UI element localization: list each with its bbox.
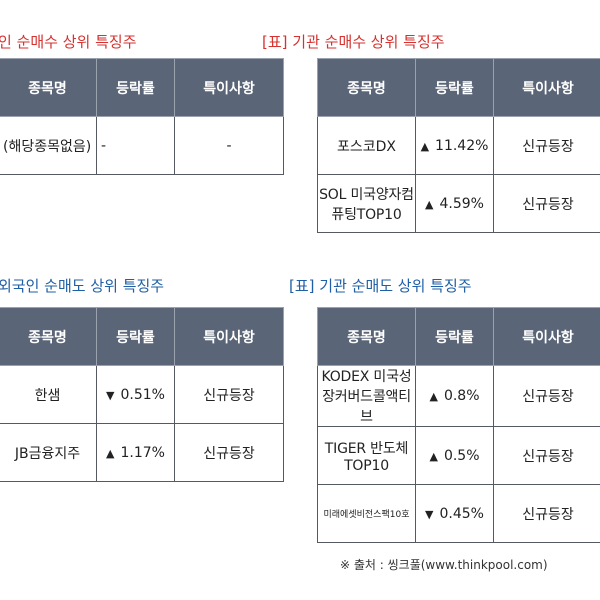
note-cell: 신규등장 xyxy=(493,365,600,427)
change-rate-cell: ▼ 0.45% xyxy=(415,484,494,543)
change-rate-value: 11.42% xyxy=(435,137,489,154)
note-cell: 신규등장 xyxy=(493,426,600,485)
down-arrow-icon: ▼ xyxy=(106,388,115,402)
table-row: 미래에셋비전스팩10호 ▼ 0.45% 신규등장 xyxy=(317,484,600,543)
down-arrow-icon: ▼ xyxy=(425,507,434,521)
stock-name-cell: 한샘 xyxy=(0,365,97,424)
change-rate-value: 4.59% xyxy=(439,195,484,212)
header-stock-name: 종목명 xyxy=(317,307,416,366)
section-title-foreign-net-buy: 인 순매수 상위 특징주 xyxy=(0,33,137,51)
change-rate-cell: ▲ 1.17% xyxy=(96,423,175,482)
table-row: (해당종목없음) - - xyxy=(0,116,284,175)
header-note: 특이사항 xyxy=(493,58,600,117)
source-note: ※ 출처 : 씽크풀(www.thinkpool.com) xyxy=(340,558,548,572)
change-rate-value: 0.8% xyxy=(443,388,480,404)
stock-name-cell: (해당종목없음) xyxy=(0,116,97,175)
stock-name-cell: JB금융지주 xyxy=(0,423,97,482)
change-rate-cell: ▲ 11.42% xyxy=(415,116,494,175)
header-stock-name: 종목명 xyxy=(0,307,97,366)
header-stock-name: 종목명 xyxy=(317,58,416,117)
up-arrow-icon: ▲ xyxy=(420,139,430,153)
table-row: TIGER 반도체TOP10 ▲ 0.5% 신규등장 xyxy=(317,426,600,485)
change-rate-value: 0.5% xyxy=(443,447,480,464)
header-change-rate: 등락률 xyxy=(415,58,494,117)
header-stock-name: 종목명 xyxy=(0,58,97,117)
table-row: SOL 미국양자컴퓨팅TOP10 ▲ 4.59% 신규등장 xyxy=(317,174,600,233)
note-cell: - xyxy=(174,116,284,175)
header-note: 특이사항 xyxy=(174,58,284,117)
header-note: 특이사항 xyxy=(174,307,284,366)
stock-name-cell: 미래에셋비전스팩10호 xyxy=(317,484,416,543)
header-change-rate: 등락률 xyxy=(96,58,175,117)
table-row: 한샘 ▼ 0.51% 신규등장 xyxy=(0,365,284,424)
change-rate-value: 0.45% xyxy=(439,505,484,522)
stock-name-cell: 포스코DX xyxy=(317,116,416,175)
change-rate-cell: ▲ 0.5% xyxy=(415,426,494,485)
change-rate-cell: ▲ 4.59% xyxy=(415,174,494,233)
stock-name-cell: KODEX 미국성장커버드콜액티브 xyxy=(317,365,416,427)
table-header-row: 종목명 등락률 특이사항 xyxy=(0,307,284,366)
stock-name-cell: SOL 미국양자컴퓨팅TOP10 xyxy=(317,174,416,233)
table-row: KODEX 미국성장커버드콜액티브 ▲ 0.8% 신규등장 xyxy=(317,365,600,427)
change-rate-cell: ▲ 0.8% xyxy=(415,365,494,427)
institution-net-sell-table: 종목명 등락률 특이사항 KODEX 미국성장커버드콜액티브 ▲ 0.8% 신규등… xyxy=(317,307,600,543)
stock-name-cell: TIGER 반도체TOP10 xyxy=(317,426,416,485)
up-arrow-icon: ▲ xyxy=(106,446,115,460)
foreign-net-buy-table: 종목명 등락률 특이사항 (해당종목없음) - - xyxy=(0,58,284,175)
change-rate-value: 0.51% xyxy=(120,386,165,403)
table-row: 포스코DX ▲ 11.42% 신규등장 xyxy=(317,116,600,175)
change-rate-cell: ▼ 0.51% xyxy=(96,365,175,424)
note-cell: 신규등장 xyxy=(493,116,600,175)
header-change-rate: 등락률 xyxy=(96,307,175,366)
header-change-rate: 등락률 xyxy=(415,307,494,366)
section-title-institution-net-buy: [표] 기관 순매수 상위 특징주 xyxy=(262,33,445,51)
table-row: JB금융지주 ▲ 1.17% 신규등장 xyxy=(0,423,284,482)
note-cell: 신규등장 xyxy=(174,365,284,424)
note-cell: 신규등장 xyxy=(174,423,284,482)
note-cell: 신규등장 xyxy=(493,484,600,543)
table-header-row: 종목명 등락률 특이사항 xyxy=(0,58,284,117)
foreign-net-sell-table: 종목명 등락률 특이사항 한샘 ▼ 0.51% 신규등장 JB금융지주 ▲ 1.17… xyxy=(0,307,284,482)
up-arrow-icon: ▲ xyxy=(425,197,434,211)
header-note: 특이사항 xyxy=(493,307,600,366)
change-rate-cell: - xyxy=(96,116,175,175)
up-arrow-icon: ▲ xyxy=(429,449,438,463)
section-title-foreign-net-sell: 외국인 순매도 상위 특징주 xyxy=(0,277,165,295)
change-rate-value: 1.17% xyxy=(120,444,165,461)
institution-net-buy-table: 종목명 등락률 특이사항 포스코DX ▲ 11.42% 신규등장 SOL 미국양자… xyxy=(317,58,600,233)
table-header-row: 종목명 등락률 특이사항 xyxy=(317,307,600,366)
up-arrow-icon: ▲ xyxy=(429,390,438,403)
note-cell: 신규등장 xyxy=(493,174,600,233)
section-title-institution-net-sell: [표] 기관 순매도 상위 특징주 xyxy=(289,277,472,295)
table-header-row: 종목명 등락률 특이사항 xyxy=(317,58,600,117)
